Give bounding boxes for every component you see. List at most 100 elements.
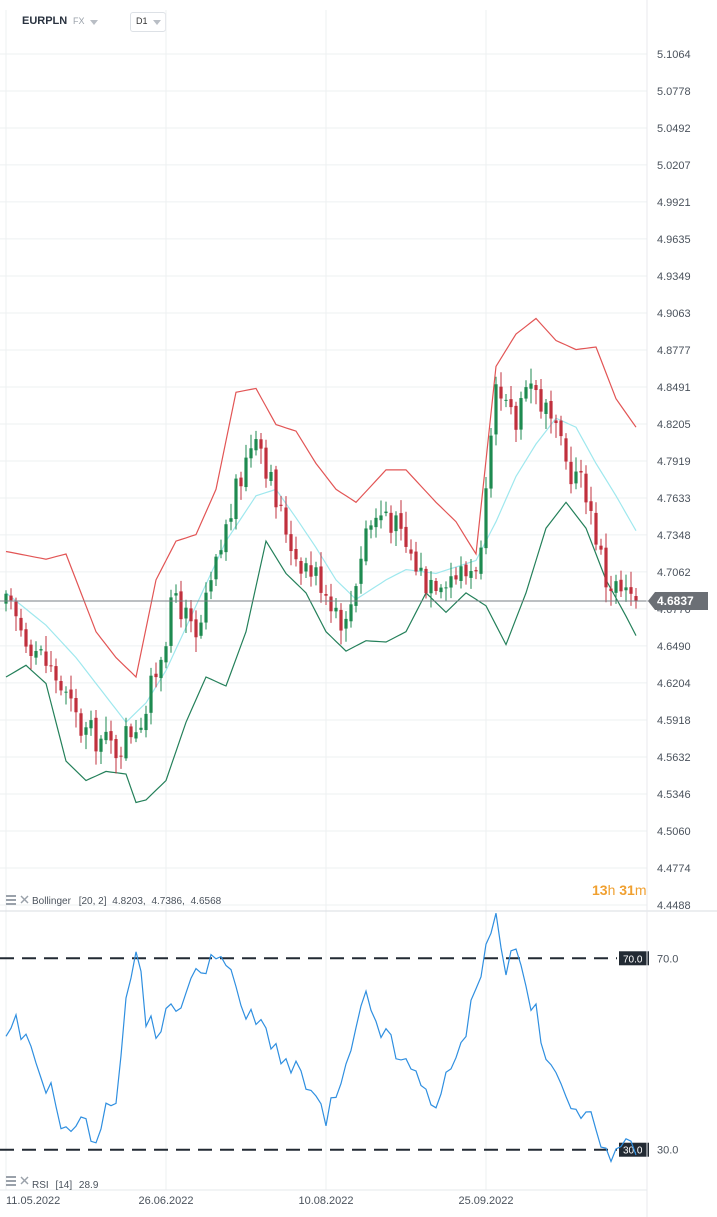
countdown-minutes: 31: [619, 882, 635, 898]
candle-body: [289, 534, 293, 552]
chart-toolbar: EURPLN FX D1: [0, 8, 717, 34]
time-tick-label: 11.05.2022: [6, 1195, 60, 1207]
candle-body: [79, 713, 83, 736]
last-price-tag: 4.6837: [648, 592, 708, 611]
price-tick-label: 4.7348: [657, 530, 691, 542]
candle-body: [409, 549, 413, 554]
candle-body: [474, 570, 478, 572]
close-icon[interactable]: [20, 1176, 29, 1185]
price-tick-label: 5.0778: [657, 86, 691, 98]
rsi-line: [5, 913, 637, 1164]
candle-body: [619, 579, 623, 592]
rsi-params: [14]: [55, 1180, 72, 1191]
candle-body: [214, 556, 218, 580]
candle-body: [379, 515, 383, 521]
price-tick-label: 4.9063: [657, 308, 691, 320]
candle-body: [164, 646, 168, 663]
candle-body: [589, 501, 593, 511]
candle-body: [404, 526, 408, 547]
candle-body: [204, 592, 208, 623]
candle-body: [139, 727, 143, 730]
chevron-down-icon: [153, 20, 161, 25]
candle-body: [449, 576, 453, 588]
candle-body: [199, 622, 203, 636]
price-axis: 5.1064 5.0778 5.0492 5.0207 4.9921 4.9635 4.93…: [657, 49, 691, 912]
candle-body: [329, 596, 333, 612]
candle-body: [119, 755, 123, 757]
time-tick-label: 25.09.2022: [458, 1195, 513, 1207]
indicator-settings-icon[interactable]: [6, 1176, 16, 1186]
candle-body: [109, 731, 113, 741]
candle-body: [434, 580, 438, 591]
countdown-hours: 13: [592, 882, 608, 898]
candle-body: [224, 524, 228, 553]
rsi-level-tag: [619, 951, 649, 966]
price-tick-label: 4.8205: [657, 419, 691, 431]
candle-body: [544, 402, 548, 414]
candle-body: [584, 473, 588, 503]
candle-body: [479, 547, 483, 574]
price-tick-label: 4.7062: [657, 567, 691, 579]
candle-body: [484, 488, 488, 549]
rsi-tick-label: 30.0: [657, 1145, 678, 1157]
candle-body: [189, 608, 193, 622]
price-tick-label: 4.5632: [657, 752, 691, 764]
candle-body: [394, 515, 398, 532]
grid: [0, 10, 647, 1190]
market-label[interactable]: FX: [73, 16, 85, 26]
candle-body: [324, 594, 328, 596]
candle-body: [569, 461, 573, 485]
candle-body: [124, 726, 128, 759]
bollinger-lower-value: 4.6568: [191, 896, 222, 907]
price-tick-label: 4.7919: [657, 456, 691, 468]
price-tick-label: 4.6204: [657, 678, 691, 690]
candle-body: [539, 389, 543, 412]
candle-body: [304, 563, 308, 572]
price-tick-label: 4.5060: [657, 826, 691, 838]
candle-body: [134, 732, 138, 739]
price-tick-label: 4.7633: [657, 493, 691, 505]
bollinger-upper-line: [5, 317, 637, 679]
svg-text:RSI [14] 28.9: RSI [14] 28.9: [32, 1180, 99, 1191]
candle-body: [364, 528, 368, 562]
chevron-down-icon[interactable]: [90, 20, 98, 25]
candle-body: [504, 399, 508, 401]
candle-body: [494, 384, 498, 435]
candle-body: [529, 383, 533, 389]
price-tick-label: 5.0492: [657, 123, 691, 135]
candle-body: [9, 595, 13, 601]
candle-body: [179, 591, 183, 620]
candle-body: [349, 604, 353, 622]
rsi-tick-label: 70.0: [657, 953, 678, 965]
candle-body: [274, 469, 278, 508]
close-icon[interactable]: [20, 895, 29, 904]
candle-body: [279, 504, 283, 506]
candle-body: [369, 525, 373, 530]
candle-body: [149, 675, 153, 713]
candles: [4, 368, 638, 774]
candle-body: [629, 587, 633, 594]
candle-body: [59, 681, 63, 691]
candle-body: [24, 629, 28, 647]
indicator-settings-icon[interactable]: [6, 895, 16, 905]
candle-body: [554, 420, 558, 424]
candle-body: [604, 547, 608, 588]
candle-body: [564, 438, 568, 462]
candle-body: [184, 607, 188, 619]
price-tick-label: 4.5346: [657, 789, 691, 801]
rsi-level-tag-text: 70.0: [623, 954, 643, 965]
candle-body: [239, 477, 243, 487]
candle-body: [454, 575, 458, 580]
candle-body: [194, 619, 198, 638]
rsi-level-tag-text: 30.0: [623, 1146, 643, 1157]
time-tick-label: 10.08.2022: [298, 1195, 353, 1207]
symbol-label[interactable]: EURPLN: [22, 15, 68, 27]
bollinger-params: [20, 2]: [79, 896, 107, 907]
candle-body: [509, 399, 513, 408]
countdown-m-unit: m: [635, 882, 647, 898]
candle-body: [464, 564, 468, 577]
candle-body: [469, 571, 473, 578]
candle-body: [624, 587, 628, 591]
